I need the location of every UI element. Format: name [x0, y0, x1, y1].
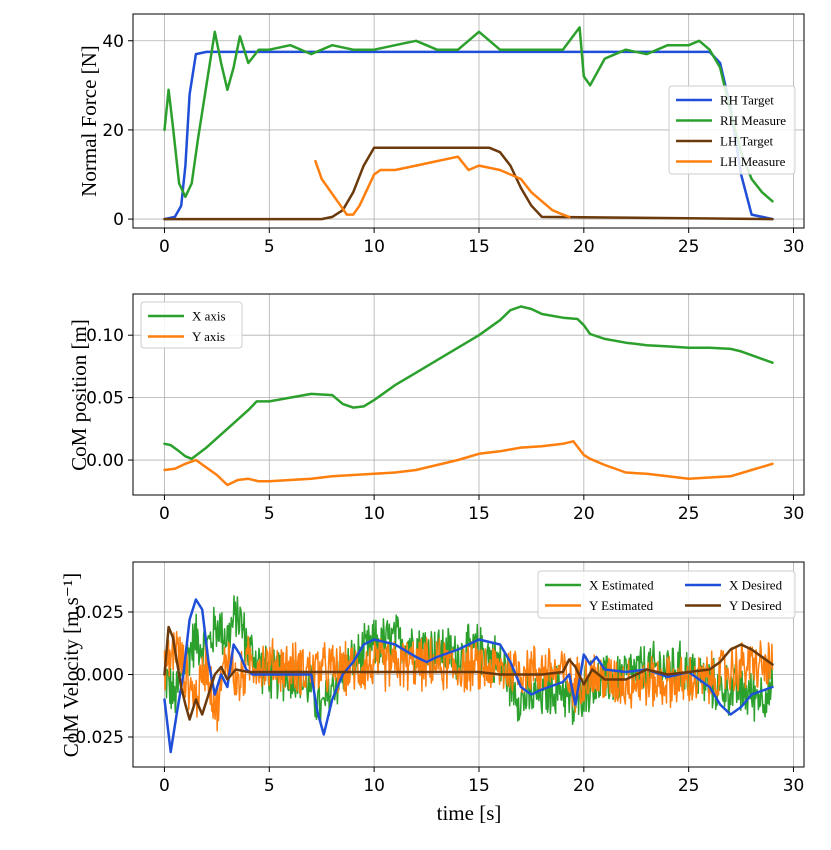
time-xlabel: time [s] [437, 801, 502, 825]
com-position-xtick-label: 30 [783, 504, 805, 524]
com-position-ytick-label: 0.05 [86, 389, 124, 409]
normal-force-legend-label-lh-target: LH Target [720, 134, 774, 149]
com-position-ytick-label: 0.10 [86, 326, 124, 346]
com-position-series [163, 305, 774, 487]
normal-force-panel: 0 5 10 15 20 25 30 0 20 40 Normal Force [N] RH Ta… [77, 13, 805, 257]
com-position-xtick-label: 25 [678, 504, 700, 524]
com-velocity-legend-label-y-desired: Y Desired [729, 598, 782, 613]
normal-force-xtick-label: 5 [264, 237, 275, 257]
normal-force-legend-box [668, 85, 796, 175]
com-velocity-ytick-label: −0.025 [61, 728, 124, 748]
com-velocity-legend-label-x-desired: X Desired [729, 578, 783, 593]
com-velocity-xtick-label: 5 [264, 776, 275, 796]
normal-force-series-rh-measure [163, 26, 774, 203]
com-velocity-legend: X Estimated Y Estimated X Desired Y Desired [537, 570, 796, 619]
normal-force-legend-label-rh-measure: RH Measure [720, 113, 786, 128]
normal-force-ytick-label: 40 [102, 32, 124, 52]
normal-force-legend-label-lh-measure: LH Measure [720, 154, 786, 169]
com-position-series-y-axis [163, 440, 774, 487]
normal-force-series-lh-target [163, 146, 774, 221]
com-position-series-x-axis [163, 305, 774, 461]
normal-force-xtick-label: 30 [783, 237, 805, 257]
com-velocity-xtick-label: 0 [159, 776, 170, 796]
normal-force-series-lh-measure [314, 155, 571, 219]
com-velocity-xtick-label: 15 [468, 776, 490, 796]
com-velocity-series [163, 595, 774, 754]
normal-force-ylabel: Normal Force [N] [77, 45, 101, 197]
normal-force-xtick-label: 0 [159, 237, 170, 257]
com-velocity-legend-box [537, 570, 796, 619]
com-velocity-series-y-desired [163, 625, 774, 721]
com-velocity-panel: 0 5 10 15 20 25 30 −0.025 0.000 0.025 CoM Velocit… [59, 561, 805, 825]
com-velocity-series-y-estimated [163, 631, 774, 732]
com-position-ticks: 0 5 10 15 20 25 30 0.00 0.05 0.10 [86, 326, 804, 524]
com-velocity-xtick-label: 10 [363, 776, 385, 796]
normal-force-ytick-label: 0 [113, 210, 124, 230]
com-position-panel: 0 5 10 15 20 25 30 0.00 0.05 0.10 CoM position [m… [67, 293, 805, 524]
normal-force-legend-label-rh-target: RH Target [720, 93, 774, 108]
com-position-xtick-label: 10 [363, 504, 385, 524]
com-position-legend-label-y-axis: Y axis [192, 329, 225, 344]
normal-force-ticks: 0 5 10 15 20 25 30 0 20 40 [102, 32, 804, 257]
com-velocity-ylabel: CoM Velocity [m.s⁻¹] [59, 573, 83, 757]
com-position-ylabel: CoM position [m] [67, 319, 91, 471]
com-position-ytick-label: 0.00 [86, 451, 124, 471]
com-velocity-ticks: 0 5 10 15 20 25 30 −0.025 0.000 0.025 [61, 603, 804, 796]
com-position-xtick-label: 15 [468, 504, 490, 524]
normal-force-legend: RH Target RH Measure LH Target LH Measure [668, 85, 796, 175]
com-velocity-xtick-label: 20 [573, 776, 595, 796]
com-position-xtick-label: 0 [159, 504, 170, 524]
normal-force-ytick-label: 20 [102, 121, 124, 141]
com-position-xtick-label: 20 [573, 504, 595, 524]
com-velocity-axes-frame [132, 561, 805, 768]
com-velocity-ytick-label: 0.000 [75, 666, 124, 686]
com-velocity-ytick-label: 0.025 [75, 603, 124, 623]
normal-force-axes-frame [132, 13, 805, 229]
com-velocity-series-x-desired [163, 598, 774, 754]
com-velocity-legend-label-x-estimated: X Estimated [589, 578, 654, 593]
com-velocity-xtick-label: 25 [678, 776, 700, 796]
normal-force-xtick-label: 15 [468, 237, 490, 257]
com-position-axes-frame [132, 293, 805, 496]
normal-force-xtick-label: 20 [573, 237, 595, 257]
normal-force-series [163, 26, 774, 221]
com-position-legend: X axis Y axis [140, 301, 243, 349]
com-velocity-legend-label-y-estimated: Y Estimated [589, 598, 654, 613]
com-position-legend-label-x-axis: X axis [192, 309, 226, 324]
normal-force-xtick-label: 25 [678, 237, 700, 257]
normal-force-xtick-label: 10 [363, 237, 385, 257]
com-velocity-xtick-label: 30 [783, 776, 805, 796]
com-position-grid [133, 294, 804, 495]
com-position-xtick-label: 5 [264, 504, 275, 524]
